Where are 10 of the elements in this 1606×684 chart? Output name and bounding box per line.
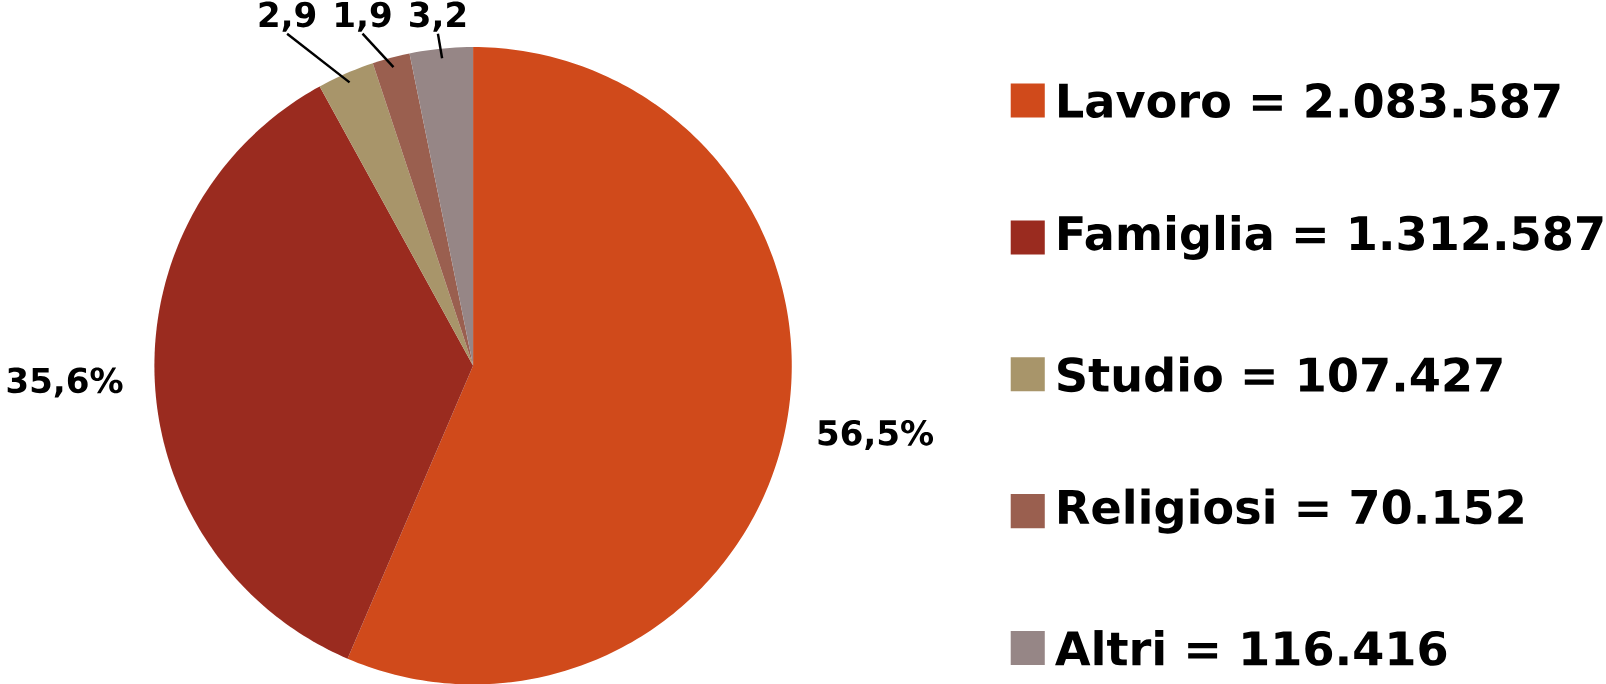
legend-label: Famiglia = 1.312.587 (1059, 214, 1603, 260)
legend-label: Altri = 116.416 (1055, 629, 1447, 666)
legend-label: Lavoro = 2.083.587 (1059, 82, 1560, 118)
legend-label: Studio = 107.427 (1058, 356, 1502, 392)
data-label: 2,9 (259, 1, 316, 32)
data-label: 56,5% (818, 419, 934, 450)
legend-label: Religiosi = 70.152 (1059, 488, 1523, 534)
data-label: 35,6% (7, 367, 123, 398)
data-label: 3,2 (410, 1, 466, 32)
data-label: 1,9 (336, 1, 391, 32)
